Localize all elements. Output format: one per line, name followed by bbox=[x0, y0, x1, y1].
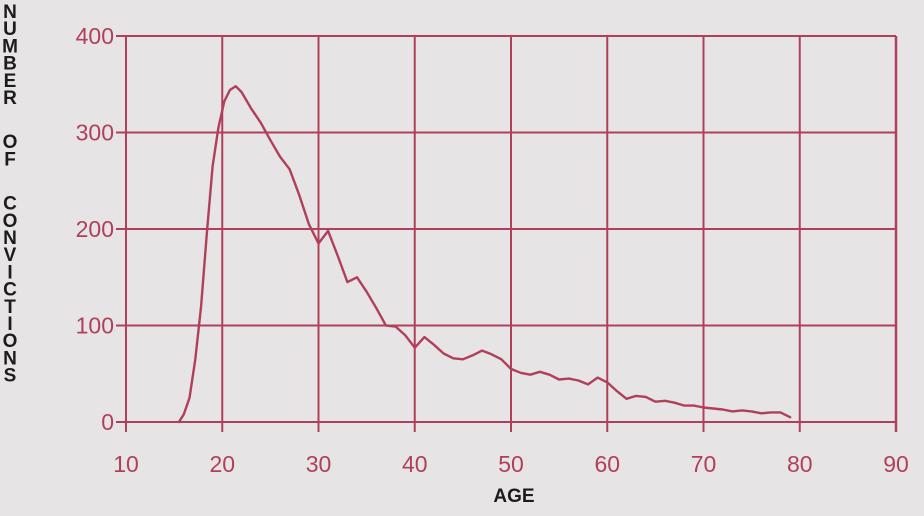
y-axis-label-letter: V bbox=[4, 245, 17, 266]
x-tick-label-70: 70 bbox=[691, 451, 717, 477]
tick-layer: 10 20 30 40 50 60 70 80 90 0 100 200 300 400 bbox=[76, 23, 909, 477]
x-tick-label-30: 30 bbox=[306, 451, 332, 477]
x-tick-label-10: 10 bbox=[113, 451, 139, 477]
y-axis-label-letter: T bbox=[4, 297, 16, 318]
x-tick-label-80: 80 bbox=[787, 451, 813, 477]
y-axis-label-letter: O bbox=[3, 211, 18, 232]
y-tick-label-400: 400 bbox=[76, 23, 114, 49]
y-tick-label-300: 300 bbox=[76, 120, 114, 146]
y-tick-label-200: 200 bbox=[76, 216, 114, 242]
series-line-0 bbox=[177, 84, 792, 424]
x-tick-label-60: 60 bbox=[594, 451, 620, 477]
x-tick-label-90: 90 bbox=[883, 451, 909, 477]
x-tick-label-40: 40 bbox=[402, 451, 428, 477]
x-tick-label-50: 50 bbox=[498, 451, 524, 477]
y-axis-label-letter: N bbox=[3, 348, 17, 369]
y-axis-label-letter: N bbox=[3, 228, 17, 249]
y-axis-label-letter: C bbox=[3, 194, 17, 215]
y-axis-label-letter: U bbox=[3, 19, 17, 40]
y-axis-label-letter: I bbox=[7, 262, 12, 283]
y-axis-label-letter: S bbox=[4, 366, 17, 387]
x-tick-label-20: 20 bbox=[209, 451, 235, 477]
y-axis-label-letter: E bbox=[4, 71, 17, 92]
y-axis-label-letter: N bbox=[3, 2, 17, 23]
grid-layer bbox=[116, 35, 898, 432]
y-axis-label-letter: F bbox=[4, 149, 16, 170]
y-axis-label-letter: R bbox=[3, 88, 17, 109]
y-axis-label-letter: C bbox=[3, 280, 17, 301]
y-axis-label-letter: I bbox=[7, 314, 12, 335]
y-axis-label-letter: B bbox=[3, 54, 17, 75]
y-axis-label-letter: O bbox=[3, 132, 18, 153]
y-tick-label-100: 100 bbox=[76, 313, 114, 339]
x-axis-label: AGE bbox=[493, 486, 534, 507]
series-layer bbox=[177, 84, 792, 424]
y-axis-label-letter: O bbox=[3, 331, 18, 352]
y-tick-label-0: 0 bbox=[101, 409, 114, 435]
y-axis-label-letter: M bbox=[2, 36, 18, 57]
